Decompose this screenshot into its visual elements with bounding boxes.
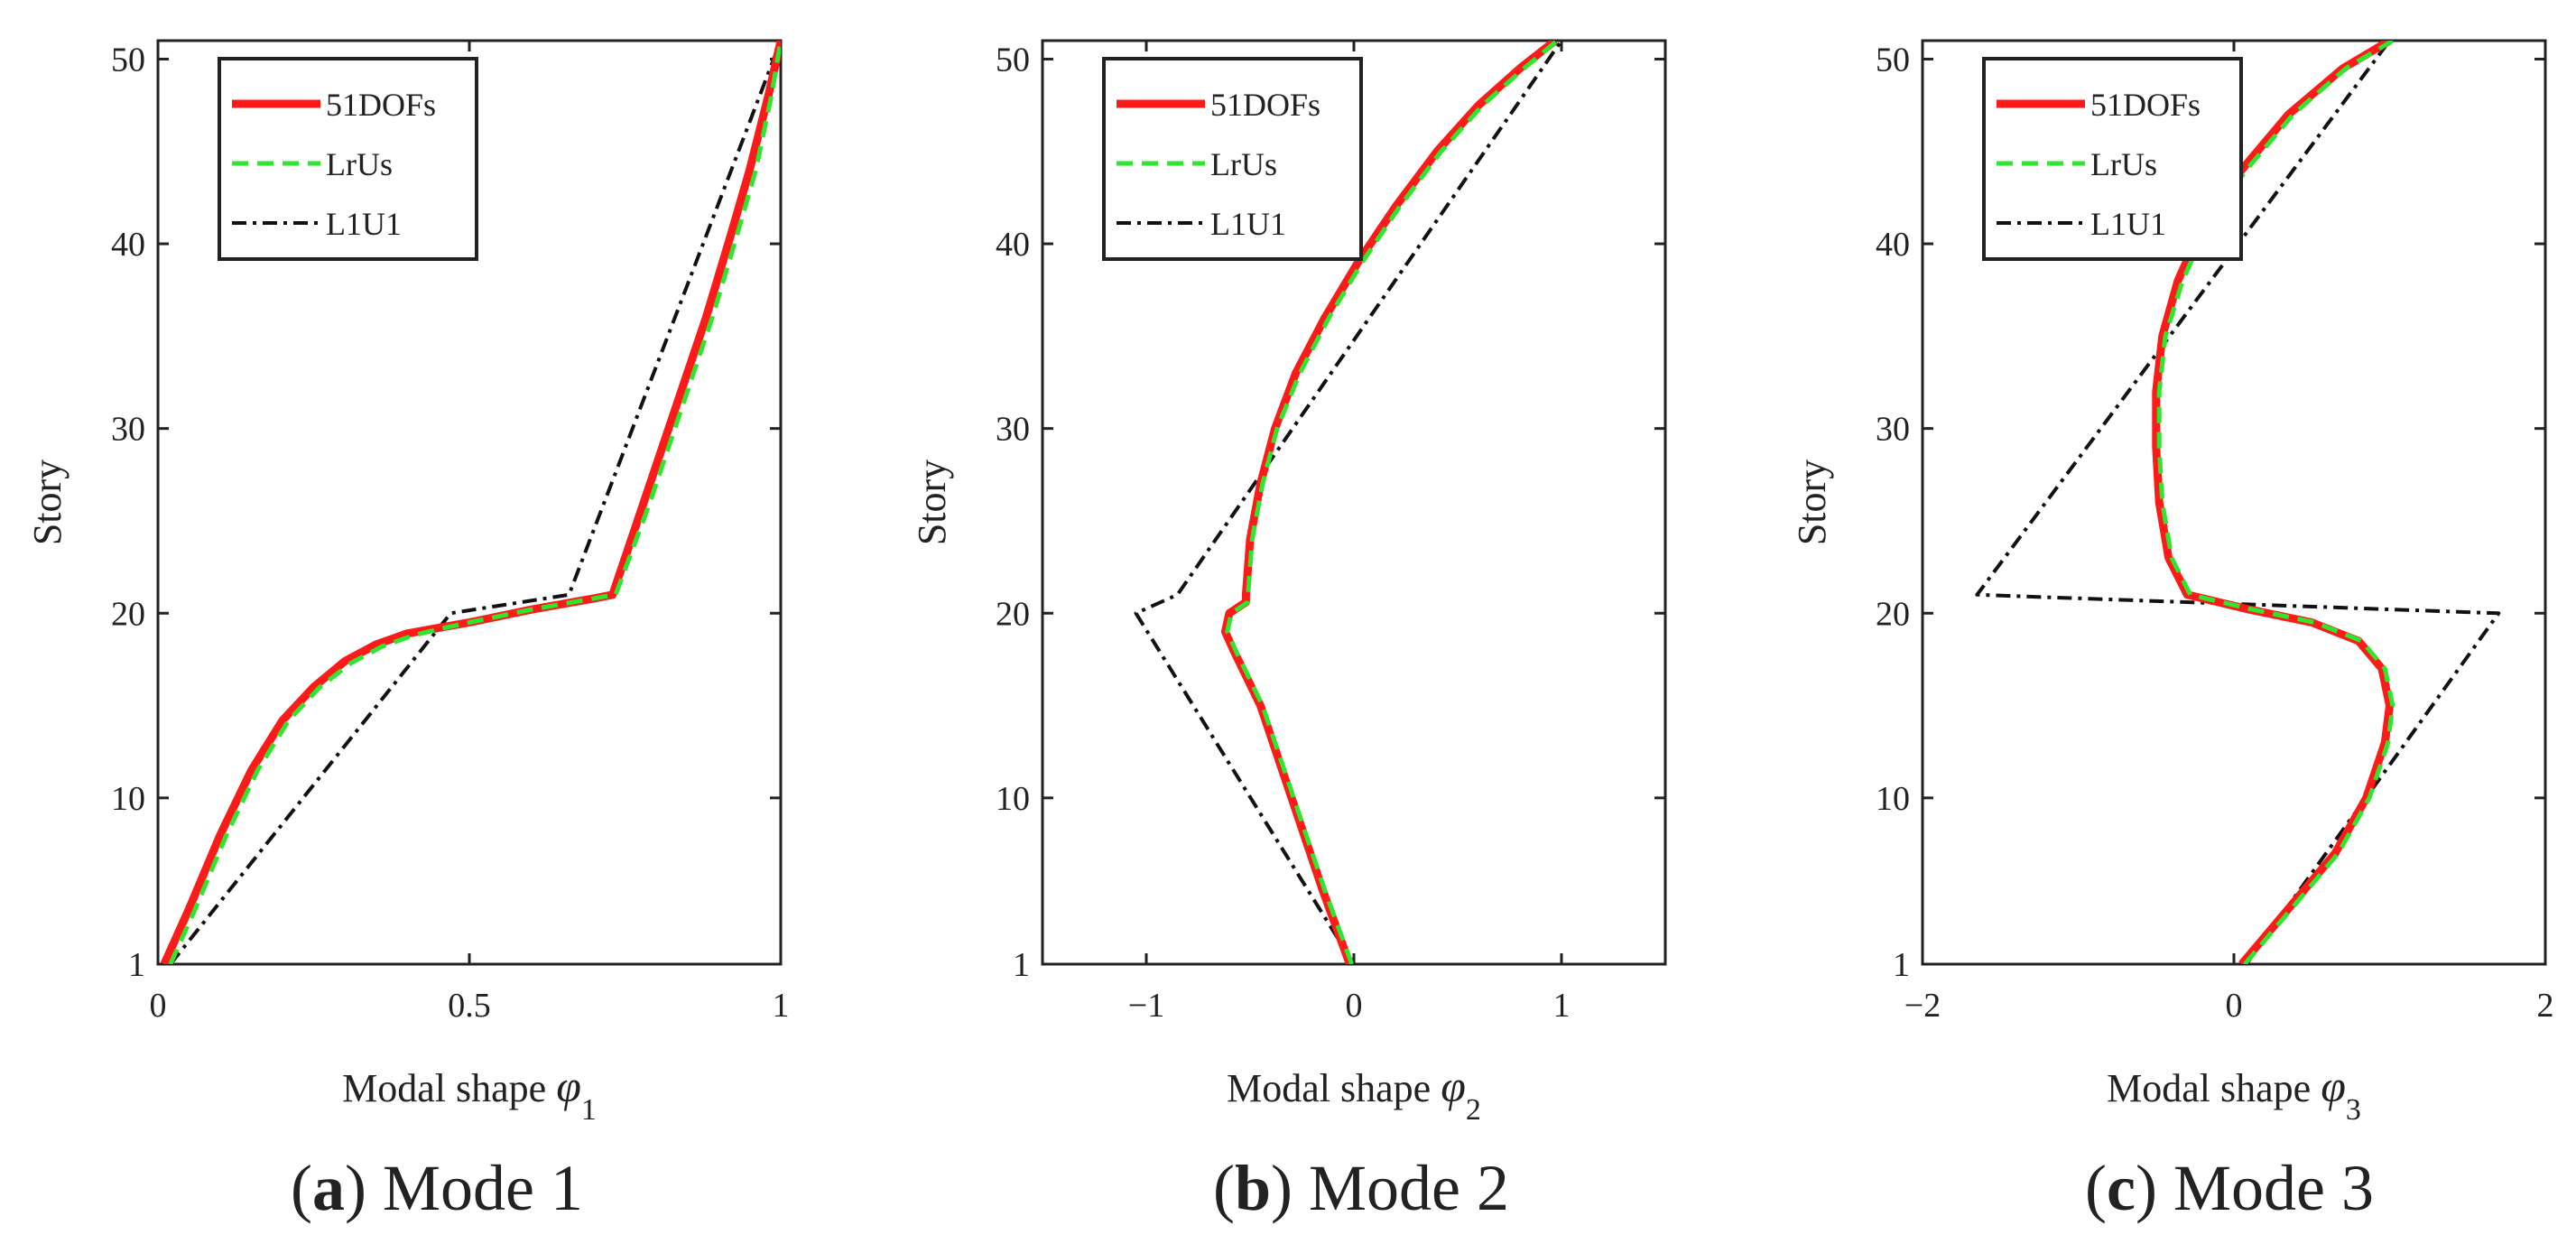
legend-box (1982, 57, 2243, 261)
series-lrus-line (168, 41, 781, 964)
y-tick-label: 30 (1876, 411, 1910, 449)
x-tick-label: −2 (1904, 987, 1941, 1025)
x-tick-label: 1 (1553, 987, 1571, 1025)
y-axis-title: Story (910, 460, 954, 545)
panel-2: −1 0 1 1 10 20 30 40 50 Story Modal shape φ2 51DOFs… (910, 39, 1667, 1224)
legend-label-l1u1: L1U1 (2090, 206, 2166, 242)
y-tick-label: 40 (996, 226, 1030, 264)
caption-open-paren: ( (1213, 1152, 1235, 1224)
x-tick-label: 2 (2537, 987, 2554, 1025)
legend: 51DOFs LrUs L1U1 (218, 57, 478, 261)
legend-label-51dofs: 51DOFs (2090, 87, 2201, 123)
caption-open-paren: ( (291, 1152, 312, 1224)
series-l1u1-line (1134, 41, 1563, 964)
legend-label-51dofs: 51DOFs (326, 87, 436, 123)
caption-close-paren: ) (1271, 1152, 1309, 1224)
legend-label-51dofs: 51DOFs (1210, 87, 1320, 123)
legend-label-lrus: LrUs (2090, 146, 2157, 182)
x-tick-label: 0 (150, 987, 167, 1025)
y-tick-label: 20 (111, 595, 145, 633)
caption-text: Mode 1 (383, 1152, 583, 1224)
y-tick-label: 40 (1876, 226, 1910, 264)
caption-letter: c (2107, 1152, 2136, 1224)
x-axis-label: Modal shape (342, 1066, 556, 1110)
x-tick-label: 1 (773, 987, 790, 1025)
x-tick-label: 0 (1346, 987, 1363, 1025)
plot-area (1134, 41, 1563, 964)
x-tick-label: 0 (2226, 987, 2243, 1025)
plot-area (160, 41, 781, 964)
y-tick-label: 50 (111, 41, 145, 79)
caption-close-paren: ) (345, 1152, 383, 1224)
panel-3: −2 0 2 1 10 20 30 40 50 Story Modal shape φ3 51DOFs… (1790, 39, 2554, 1224)
panel-caption: (a) Mode 1 (291, 1152, 583, 1224)
y-tick-label: 10 (111, 780, 145, 818)
legend-label-lrus: LrUs (1210, 146, 1277, 182)
legend-label-l1u1: L1U1 (1210, 206, 1286, 242)
y-tick-label: 50 (996, 41, 1030, 79)
y-tick-label: 40 (111, 226, 145, 264)
x-axis-title: Modal shape φ1 (342, 1061, 597, 1127)
legend-box (218, 57, 478, 261)
x-tick-label: −1 (1128, 987, 1164, 1025)
caption-text: Mode 3 (2173, 1152, 2374, 1224)
y-tick-label: 50 (1876, 41, 1910, 79)
series-lrus-line (1225, 41, 1560, 964)
y-tick-label: 30 (111, 411, 145, 449)
legend: 51DOFs LrUs L1U1 (1102, 57, 1363, 261)
x-axis-subscript: 1 (581, 1093, 597, 1127)
legend: 51DOFs LrUs L1U1 (1982, 57, 2243, 261)
caption-text: Mode 2 (1309, 1152, 1509, 1224)
x-axis-symbol: φ (556, 1061, 581, 1111)
legend-label-lrus: LrUs (326, 146, 393, 182)
y-tick-label: 10 (1876, 780, 1910, 818)
y-tick-label: 20 (1876, 595, 1910, 633)
legend-box (1102, 57, 1363, 261)
caption-letter: b (1235, 1152, 1271, 1224)
x-axis-label: Modal shape (2107, 1066, 2321, 1110)
y-tick-label: 1 (128, 946, 145, 984)
x-tick-label: 0.5 (448, 987, 491, 1025)
x-axis-symbol: φ (1441, 1061, 1466, 1111)
x-axis-subscript: 3 (2346, 1093, 2361, 1127)
caption-open-paren: ( (2085, 1152, 2107, 1224)
caption-close-paren: ) (2136, 1152, 2173, 1224)
legend-label-l1u1: L1U1 (326, 206, 402, 242)
x-axis-label: Modal shape (1227, 1066, 1441, 1110)
y-tick-label: 10 (996, 780, 1030, 818)
caption-letter: a (312, 1152, 345, 1224)
series-l1u1-line (169, 41, 781, 964)
y-tick-label: 1 (1893, 946, 1910, 984)
x-axis-subscript: 2 (1466, 1093, 1481, 1127)
y-axis-title: Story (25, 460, 69, 545)
panel-caption: (c) Mode 3 (2085, 1152, 2374, 1224)
y-tick-label: 30 (996, 411, 1030, 449)
x-axis-symbol: φ (2321, 1061, 2346, 1111)
panel-caption: (b) Mode 2 (1213, 1152, 1509, 1224)
y-tick-label: 20 (996, 595, 1030, 633)
x-axis-title: Modal shape φ2 (1227, 1061, 1481, 1127)
y-axis-title: Story (1790, 460, 1834, 545)
y-tick-label: 1 (1013, 946, 1030, 984)
x-axis-title: Modal shape φ3 (2107, 1061, 2361, 1127)
